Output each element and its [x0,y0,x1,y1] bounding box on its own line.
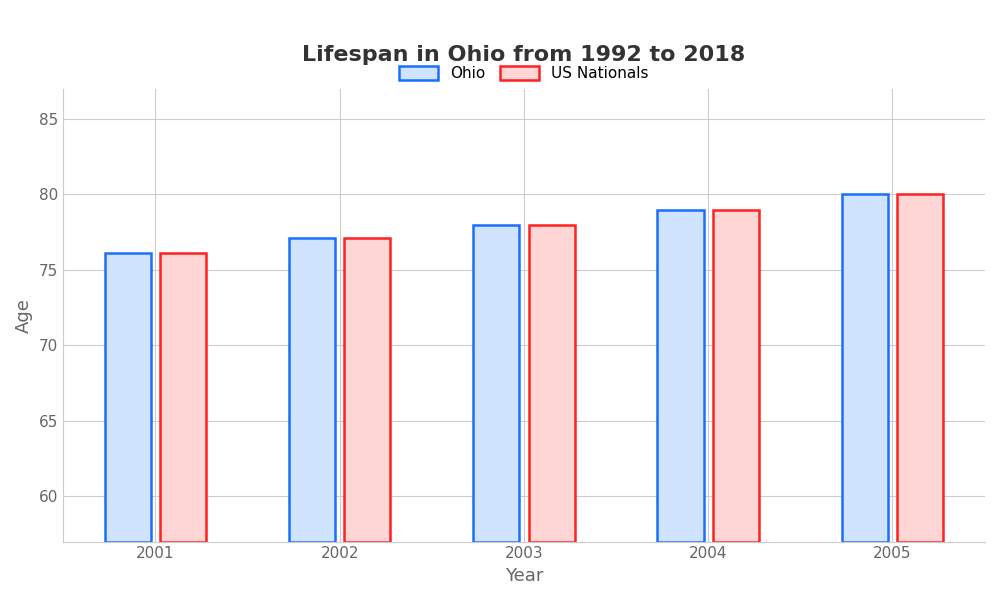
Title: Lifespan in Ohio from 1992 to 2018: Lifespan in Ohio from 1992 to 2018 [302,45,746,65]
Legend: Ohio, US Nationals: Ohio, US Nationals [393,60,654,88]
Bar [529,224,575,542]
X-axis label: Year: Year [505,567,543,585]
Bar [473,224,519,542]
Bar [105,253,151,542]
Bar [289,238,335,542]
Bar [160,253,206,542]
Bar [897,194,943,542]
Bar [657,209,704,542]
Bar [842,194,888,542]
Bar [713,209,759,542]
Y-axis label: Age: Age [15,298,33,332]
Bar [344,238,390,542]
